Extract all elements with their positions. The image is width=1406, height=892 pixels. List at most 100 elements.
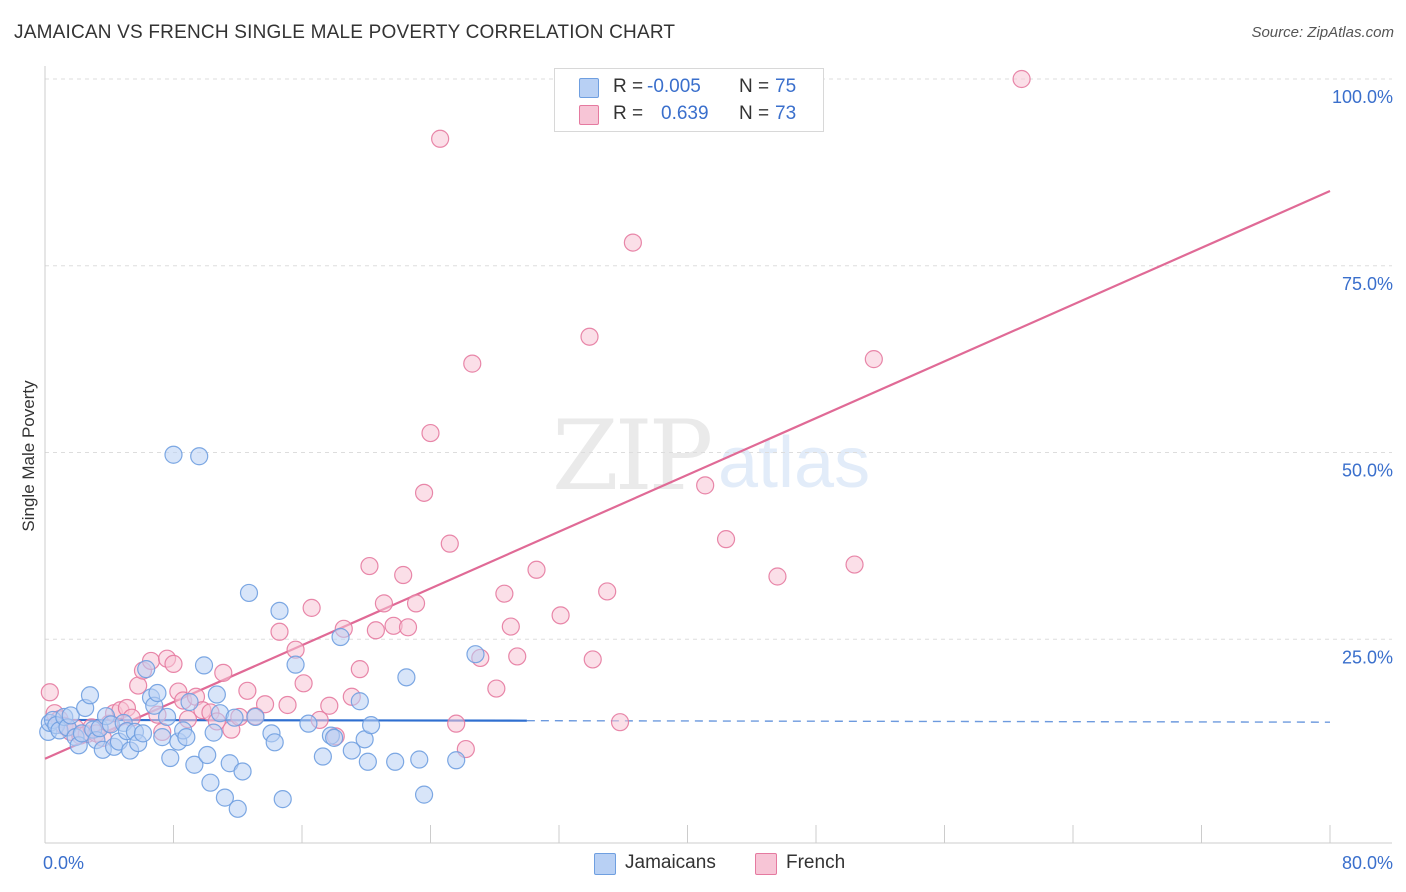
legend-n-value: 73 [775, 103, 797, 124]
jamaican-point [80, 686, 100, 705]
jamaican-point [386, 752, 405, 771]
french-point [845, 555, 864, 574]
jamaican-point [61, 706, 80, 725]
jamaican-point [313, 747, 332, 766]
jamaican-point [228, 799, 247, 818]
french-point [696, 476, 715, 495]
y-tick-label: 75.0% [1342, 274, 1393, 294]
jamaican-point [164, 445, 183, 464]
legend-r-label: R = [613, 103, 644, 124]
french-trend-line [44, 190, 1331, 760]
jamaican-trend-extension [526, 719, 1331, 723]
legend-swatch-pink [579, 105, 599, 125]
french-point [406, 594, 426, 613]
legend-swatch-blue [579, 78, 599, 98]
french-point [487, 679, 506, 698]
french-point [508, 647, 527, 666]
jamaican-point [137, 660, 156, 679]
jamaican-point [157, 707, 177, 727]
french-point [598, 582, 617, 601]
french-point [398, 618, 418, 637]
french-point [1012, 69, 1031, 89]
grid-lines [45, 78, 1392, 640]
jamaican-point [177, 728, 196, 747]
jamaican-point [239, 583, 259, 603]
french-point [414, 483, 434, 502]
jamaican-point [273, 790, 292, 809]
french-point [864, 350, 883, 369]
x-tick-label: 80.0% [1342, 853, 1393, 873]
legend-n-label: N = [739, 76, 770, 97]
french-point [320, 696, 339, 715]
french-point [583, 650, 602, 669]
french-point [374, 594, 394, 613]
jamaican-point [299, 714, 318, 733]
x-tick-label: 0.0% [43, 853, 84, 873]
french-point [214, 663, 233, 682]
jamaican-point [466, 645, 485, 664]
legend-row-jamaicans: R = -0.005 N = 75 [555, 74, 823, 100]
jamaican-point [161, 748, 180, 768]
jamaican-point [204, 723, 223, 742]
french-point [551, 606, 570, 625]
french-point [623, 233, 642, 252]
legend-r-value: -0.005 [647, 76, 701, 97]
legend-r-value: 0.639 [661, 103, 709, 124]
french-point [440, 534, 459, 553]
jamaican-point [265, 733, 284, 752]
french-point [294, 674, 313, 693]
legend-swatch-blue [594, 853, 616, 875]
correlation-legend: R = -0.005 N = 75 R = 0.639 N = 73 [554, 68, 824, 132]
french-point [580, 327, 599, 346]
french-point [495, 584, 514, 603]
french-point [270, 622, 289, 641]
french-point [431, 129, 450, 148]
jamaican-point [358, 752, 377, 771]
jamaican-point [397, 668, 416, 687]
watermark-zip: ZIP [552, 400, 713, 512]
legend-r-label: R = [613, 76, 644, 97]
jamaican-point [198, 745, 217, 765]
french-point [302, 598, 321, 617]
jamaican-point [180, 692, 199, 712]
french-point [447, 714, 466, 733]
jamaican-point [185, 755, 204, 774]
legend-n-value: 75 [775, 76, 797, 97]
jamaican-point [447, 751, 466, 770]
axes [44, 66, 1392, 844]
french-point [164, 654, 183, 674]
french-point [255, 695, 275, 714]
legend-n-label: N = [739, 103, 770, 124]
french-point [421, 423, 440, 443]
watermark-atlas: atlas [718, 423, 871, 503]
jamaican-point [270, 601, 289, 620]
jamaican-point [133, 724, 153, 743]
chart-title: JAMAICAN VS FRENCH SINGLE MALE POVERTY C… [14, 22, 676, 43]
jamaican-point [233, 762, 252, 781]
french-point [716, 530, 736, 549]
jamaican-point [220, 754, 239, 773]
legend-swatch-pink [755, 853, 777, 875]
tick-labels: 100.0% 75.0% 50.0% 25.0% 0.0% 80.0% [43, 87, 1393, 873]
french-points [40, 69, 1031, 759]
chart-source: Source: ZipAtlas.com [1251, 24, 1394, 41]
jamaican-point [361, 716, 381, 735]
y-tick-label: 50.0% [1342, 461, 1393, 481]
jamaican-point [190, 447, 209, 466]
jamaican-point [246, 707, 265, 727]
jamaican-point [207, 685, 226, 704]
french-point [238, 681, 257, 700]
french-point [278, 695, 297, 715]
legend-label-french: French [786, 852, 846, 873]
french-point [463, 354, 482, 373]
jamaican-point [148, 683, 167, 703]
french-point [768, 567, 787, 586]
trend-lines [44, 190, 1331, 760]
french-point [527, 560, 546, 579]
y-tick-label: 100.0% [1332, 87, 1393, 107]
jamaican-point [410, 750, 429, 769]
jamaican-point [153, 728, 172, 747]
french-point [610, 713, 630, 732]
jamaican-point [342, 741, 361, 760]
